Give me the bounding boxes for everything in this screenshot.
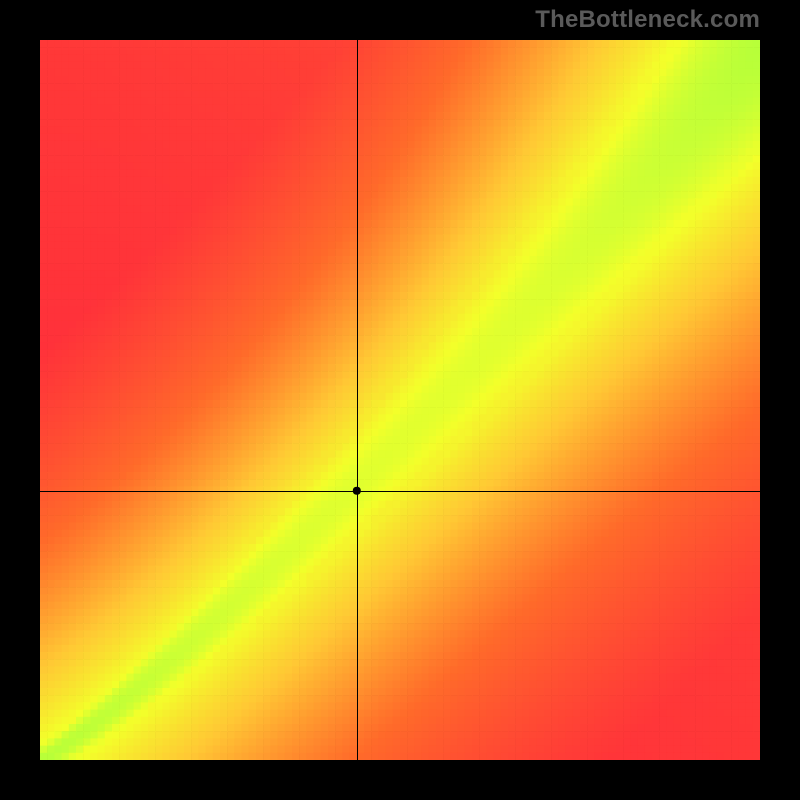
chart-container: TheBottleneck.com: [0, 0, 800, 800]
heatmap-plot: [40, 40, 760, 760]
heatmap-canvas: [40, 40, 760, 760]
watermark-text: TheBottleneck.com: [535, 6, 760, 34]
